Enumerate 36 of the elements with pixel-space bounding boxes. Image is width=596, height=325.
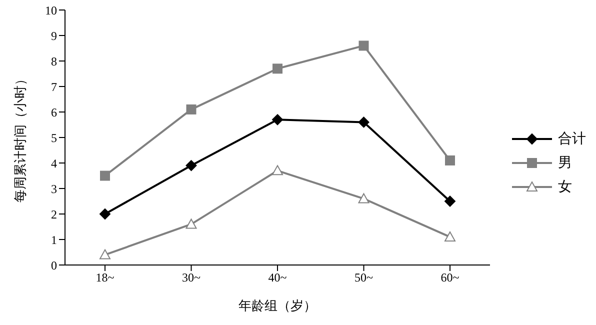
x-axis-title: 年龄组（岁） bbox=[238, 298, 316, 313]
point bbox=[272, 64, 282, 74]
y-tick-label: 9 bbox=[51, 28, 57, 43]
y-tick-label: 5 bbox=[51, 130, 57, 145]
x-tick-label: 18~ bbox=[96, 270, 115, 285]
x-tick-label: 50~ bbox=[354, 270, 374, 285]
y-tick-label: 3 bbox=[51, 182, 57, 196]
y-tick-label: 10 bbox=[45, 3, 57, 18]
y-tick-label: 4 bbox=[51, 156, 57, 170]
point bbox=[445, 155, 455, 166]
y-tick-label: 6 bbox=[51, 105, 57, 120]
point bbox=[186, 160, 197, 172]
y-axis-title: 每周累计时间（小时） bbox=[12, 72, 28, 202]
point bbox=[444, 231, 456, 242]
point bbox=[100, 170, 110, 181]
legend-label: 男 bbox=[558, 154, 572, 172]
x-tick-label: 40~ bbox=[268, 270, 288, 285]
point bbox=[272, 165, 283, 176]
y-tick-label: 1 bbox=[51, 232, 57, 247]
y-tick-label: 8 bbox=[51, 54, 57, 68]
point bbox=[186, 218, 197, 229]
legend-label: 女 bbox=[558, 178, 572, 196]
y-tick-label: 2 bbox=[51, 207, 57, 222]
legend-label: 合计 bbox=[558, 130, 586, 148]
point bbox=[444, 196, 456, 207]
point bbox=[100, 208, 110, 220]
x-tick-label: 30~ bbox=[182, 270, 201, 285]
point bbox=[358, 116, 370, 128]
y-tick-label: 0 bbox=[51, 258, 57, 272]
point bbox=[358, 193, 370, 204]
point bbox=[272, 114, 283, 126]
point bbox=[100, 249, 110, 260]
point bbox=[186, 104, 196, 114]
y-tick-label: 7 bbox=[51, 80, 57, 94]
x-tick-label: 60~ bbox=[440, 270, 460, 285]
point bbox=[358, 40, 369, 51]
